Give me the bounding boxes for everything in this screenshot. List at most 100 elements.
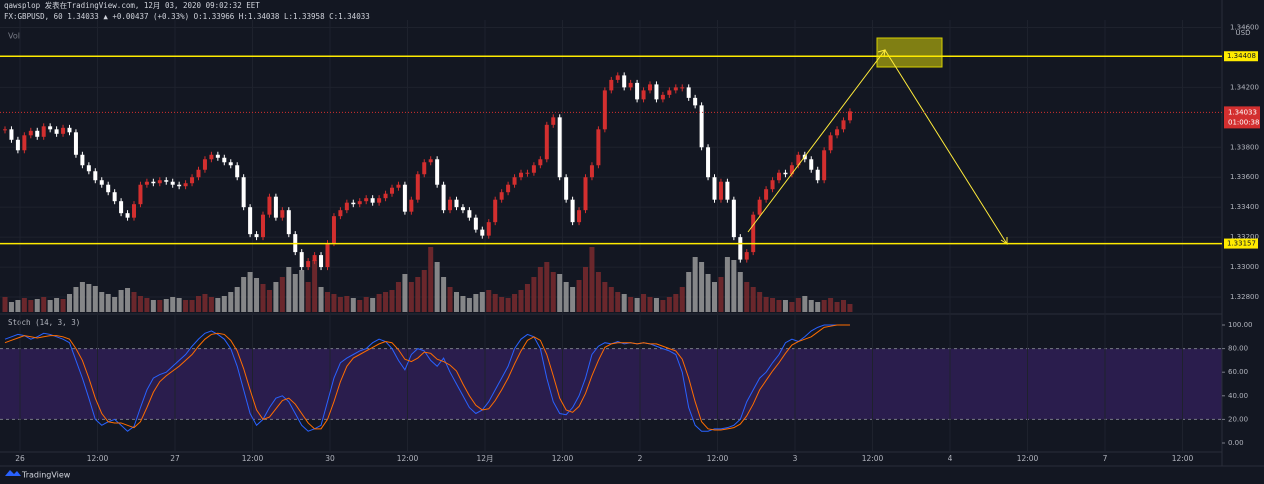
- volume-bar: [299, 270, 305, 312]
- volume-bar: [647, 297, 653, 312]
- volume-bar: [589, 247, 595, 312]
- candle: [744, 252, 749, 260]
- volume-bar: [260, 284, 266, 312]
- candle: [796, 154, 801, 166]
- candle: [673, 87, 678, 91]
- volume-bar: [292, 274, 298, 312]
- volume-bar: [254, 278, 260, 312]
- candle: [596, 129, 601, 166]
- candle: [660, 94, 665, 100]
- stoch-d-line: [4, 324, 850, 431]
- volume-bar: [273, 282, 279, 312]
- volume-bar: [724, 257, 730, 312]
- candle: [435, 159, 440, 185]
- candle: [654, 84, 659, 100]
- volume-bar: [337, 297, 343, 312]
- volume-bar: [731, 260, 737, 312]
- volume-bar: [99, 292, 105, 312]
- volume-bar: [473, 294, 479, 312]
- volume-bar: [15, 300, 21, 312]
- header-author: qawsplop 发表在TradingView.com, 12月 03, 202…: [4, 0, 260, 10]
- candle: [641, 90, 646, 100]
- x-tick-label: 12:00: [1172, 454, 1194, 463]
- volume-bar: [499, 297, 505, 312]
- candle: [177, 184, 182, 187]
- volume-bar: [776, 300, 782, 312]
- candle: [764, 189, 769, 200]
- volume-bar: [163, 299, 169, 312]
- candle: [467, 210, 472, 218]
- y-tick-label: 1.33600: [1230, 173, 1259, 181]
- volume-bar: [750, 287, 756, 312]
- volume-bar: [537, 267, 543, 312]
- candle: [718, 181, 723, 200]
- volume-bar: [583, 267, 588, 312]
- candle: [286, 210, 291, 235]
- candle: [80, 154, 85, 166]
- volume-bar: [712, 282, 717, 312]
- candle: [106, 184, 111, 193]
- y-tick-label: 1.33000: [1230, 263, 1259, 271]
- candle: [577, 210, 582, 223]
- candle: [635, 82, 640, 100]
- candle: [473, 217, 478, 230]
- candle: [809, 159, 814, 170]
- candle: [835, 129, 840, 136]
- volume-bar: [189, 300, 195, 312]
- volume-bar: [208, 297, 214, 312]
- candle: [628, 82, 633, 88]
- candle: [222, 157, 227, 163]
- candle: [609, 79, 614, 91]
- volume-bar: [286, 267, 292, 312]
- volume-bar: [454, 292, 459, 312]
- volume-bar: [318, 287, 324, 312]
- volume-bar: [383, 292, 389, 312]
- candle: [151, 181, 156, 184]
- volume-bar: [67, 294, 72, 312]
- candle: [544, 124, 549, 160]
- level-label: 1.33157: [1227, 240, 1256, 248]
- stoch-tick-label: 100.00: [1228, 321, 1253, 329]
- brand: TradingView: [21, 471, 71, 480]
- candle: [48, 126, 53, 130]
- candle: [751, 214, 756, 253]
- candle: [248, 207, 253, 235]
- candle: [15, 139, 20, 151]
- volume-bar: [144, 298, 150, 312]
- volume-bar: [118, 290, 124, 312]
- volume-bar: [441, 277, 447, 312]
- candle: [235, 165, 240, 178]
- x-tick-label: 12:00: [862, 454, 884, 463]
- candle: [383, 193, 388, 199]
- volume-bar: [363, 297, 369, 312]
- candle: [757, 199, 762, 215]
- candle: [22, 135, 27, 151]
- x-tick-label: 27: [170, 454, 180, 463]
- candle: [564, 177, 569, 200]
- candle: [99, 180, 104, 185]
- candle: [196, 169, 201, 178]
- volume-bar: [415, 277, 421, 312]
- x-tick-label: 12:00: [242, 454, 264, 463]
- candle: [183, 183, 188, 187]
- candle: [215, 154, 220, 158]
- candle: [28, 130, 33, 136]
- candle: [299, 252, 304, 268]
- volume-bar: [602, 282, 608, 312]
- candle: [112, 192, 117, 202]
- candle: [538, 159, 543, 166]
- candle: [312, 255, 317, 262]
- candle: [157, 180, 162, 184]
- y-tick-label: 1.33400: [1230, 203, 1259, 211]
- stoch-tick-label: 80.00: [1228, 345, 1248, 353]
- candle: [551, 117, 556, 125]
- volume-bar: [512, 294, 518, 312]
- volume-bar: [673, 294, 679, 312]
- target-box: [876, 37, 943, 68]
- candle: [570, 199, 575, 223]
- volume-bar: [615, 292, 621, 312]
- volume-bar: [699, 262, 705, 312]
- candle: [454, 199, 459, 208]
- x-tick-label: 12月: [476, 454, 493, 463]
- candle: [680, 87, 685, 89]
